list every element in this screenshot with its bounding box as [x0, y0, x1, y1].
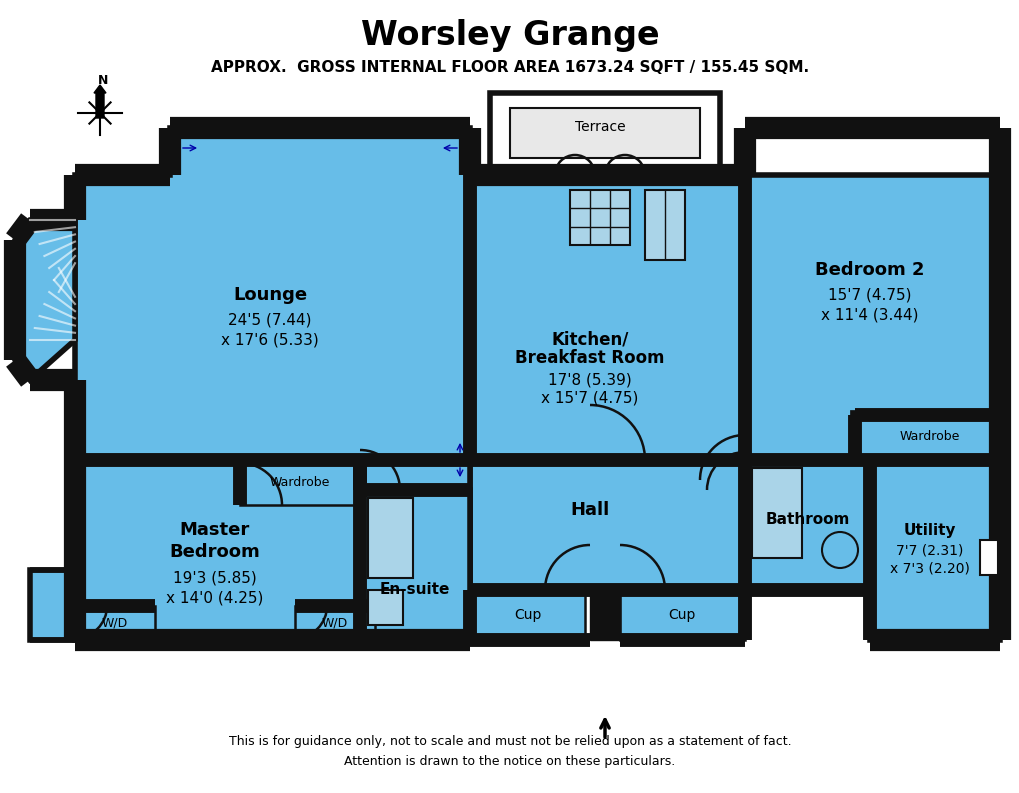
Bar: [869, 460, 999, 640]
FancyArrow shape: [94, 85, 106, 118]
Bar: [570, 190, 630, 245]
Bar: [854, 415, 999, 460]
Text: Bathroom: Bathroom: [765, 512, 850, 527]
Bar: [470, 590, 585, 640]
Bar: [751, 468, 801, 558]
Text: Kitchen/: Kitchen/: [551, 331, 628, 349]
Bar: [489, 93, 719, 175]
Bar: [510, 108, 699, 158]
Text: Worsley Grange: Worsley Grange: [361, 18, 658, 52]
Text: 7'7 (2.31): 7'7 (2.31): [896, 543, 963, 557]
Bar: [470, 175, 744, 460]
Bar: [30, 570, 75, 640]
Text: x 15'7 (4.75): x 15'7 (4.75): [541, 390, 638, 405]
Text: x 7'3 (2.20): x 7'3 (2.20): [890, 561, 969, 575]
Text: This is for guidance only, not to scale and must not be relied upon as a stateme: This is for guidance only, not to scale …: [228, 735, 791, 749]
Bar: [744, 175, 999, 460]
Text: Hall: Hall: [570, 501, 609, 519]
Text: Lounge: Lounge: [232, 286, 307, 304]
Bar: [75, 460, 470, 640]
Bar: [744, 460, 869, 590]
Polygon shape: [15, 220, 75, 380]
Text: 15'7 (4.75): 15'7 (4.75): [827, 288, 911, 302]
Text: x 11'4 (3.44): x 11'4 (3.44): [820, 308, 918, 323]
Text: Bedroom: Bedroom: [169, 543, 260, 561]
Text: Bedroom 2: Bedroom 2: [814, 261, 924, 279]
Text: W/D: W/D: [322, 616, 347, 630]
Text: x 14'0 (4.25): x 14'0 (4.25): [166, 591, 264, 606]
Bar: [368, 590, 403, 625]
Text: W/D: W/D: [102, 616, 128, 630]
Bar: [368, 498, 413, 578]
Bar: [644, 190, 685, 260]
Text: 17'8 (5.39): 17'8 (5.39): [547, 373, 631, 388]
Bar: [589, 590, 620, 640]
Text: APPROX.  GROSS INTERNAL FLOOR AREA 1673.24 SQFT / 155.45 SQM.: APPROX. GROSS INTERNAL FLOOR AREA 1673.2…: [211, 60, 808, 75]
Text: 19'3 (5.85): 19'3 (5.85): [173, 570, 257, 585]
Bar: [360, 490, 470, 640]
Text: Terrace: Terrace: [574, 120, 625, 134]
Polygon shape: [75, 128, 470, 460]
Text: Utility: Utility: [903, 523, 956, 538]
Text: Breakfast Room: Breakfast Room: [515, 349, 664, 367]
Text: x 17'6 (5.33): x 17'6 (5.33): [221, 332, 319, 347]
Bar: [470, 460, 744, 590]
Text: N: N: [98, 75, 108, 87]
Text: Attention is drawn to the notice on these particulars.: Attention is drawn to the notice on thes…: [344, 756, 675, 768]
Bar: [75, 606, 155, 640]
Text: Cup: Cup: [514, 608, 541, 622]
Text: Cup: Cup: [667, 608, 695, 622]
Text: 24'5 (7.44): 24'5 (7.44): [228, 312, 312, 328]
Text: Wardrobe: Wardrobe: [899, 431, 959, 443]
Bar: [239, 460, 360, 505]
Text: En-suite: En-suite: [379, 583, 449, 597]
Text: Master: Master: [179, 521, 250, 539]
Text: Wardrobe: Wardrobe: [270, 476, 330, 488]
Bar: [979, 540, 997, 575]
Bar: [294, 606, 375, 640]
Bar: [620, 590, 744, 640]
